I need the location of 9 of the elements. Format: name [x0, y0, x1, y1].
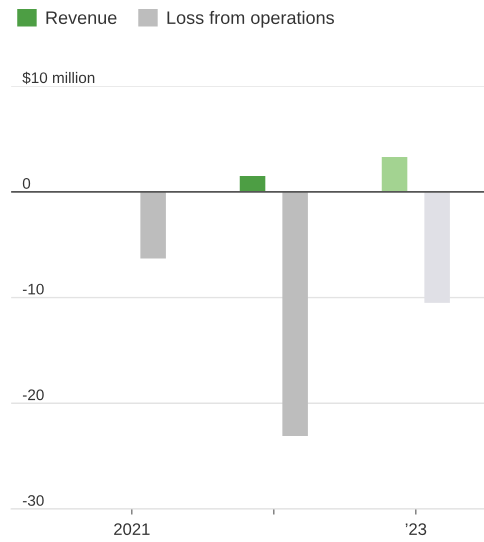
legend-label: Revenue [46, 11, 116, 24]
y-tick-label: -10 [22, 284, 44, 295]
x-tick-label: 2021 [114, 523, 150, 536]
x-tick-label: ’23 [406, 523, 426, 536]
y-tick-label: $10 million [22, 72, 94, 84]
legend-label: Loss from operations [168, 10, 334, 28]
y-tick-label: -30 [22, 495, 44, 506]
y-tick-label: 0 [22, 178, 30, 189]
y-tick-label: -20 [22, 389, 44, 400]
